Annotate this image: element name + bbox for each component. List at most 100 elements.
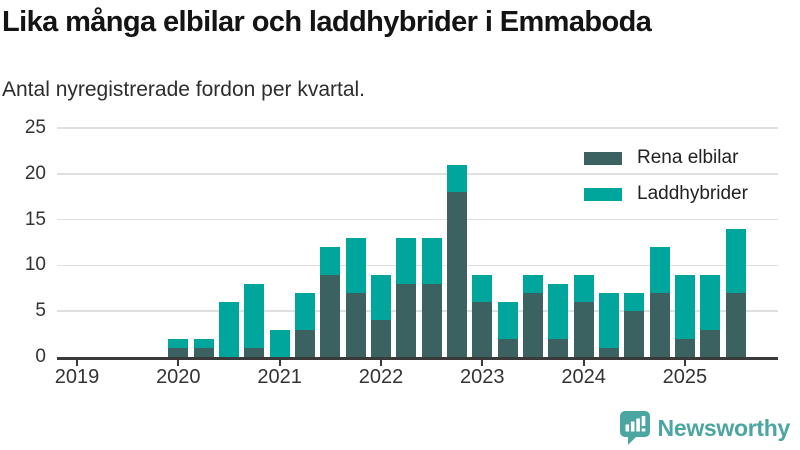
bar-segment-laddhybrider: [522, 274, 543, 293]
bar-segment-rena-elbilar: [320, 274, 341, 357]
x-axis-tick: [278, 360, 281, 366]
plot-area: [57, 127, 778, 357]
chart-subtitle: Antal nyregistrerade fordon per kvartal.: [2, 78, 366, 101]
y-axis-tick-label: 5: [35, 300, 46, 322]
bar-2024-q2: [598, 292, 619, 357]
x-axis-tick: [582, 360, 585, 366]
bar-segment-laddhybrider: [345, 237, 366, 293]
bar-segment-rena-elbilar: [725, 292, 746, 357]
bar-segment-rena-elbilar: [522, 292, 543, 357]
gridline: [57, 173, 778, 175]
y-axis-tick-label: 20: [24, 162, 46, 184]
x-axis-tick-label: 2024: [561, 366, 606, 388]
x-axis-tick-label: 2019: [54, 366, 100, 388]
bar-2020-q3: [218, 302, 239, 357]
bar-segment-rena-elbilar: [649, 292, 670, 357]
bar-segment-laddhybrider: [396, 237, 417, 284]
bar-segment-rena-elbilar: [573, 302, 594, 357]
x-axis-tick-label: 2020: [156, 366, 201, 388]
bar-segment-laddhybrider: [472, 274, 493, 303]
bar-2023-q3: [522, 274, 543, 357]
bar-segment-laddhybrider: [269, 329, 290, 357]
gridline: [57, 264, 778, 267]
bar-2022-q3: [421, 237, 442, 357]
bar-segment-rena-elbilar: [497, 338, 518, 357]
bar-2023-q4: [548, 283, 569, 357]
bar-segment-rena-elbilar: [624, 311, 645, 357]
bar-2021-q4: [345, 237, 366, 357]
bar-segment-laddhybrider: [649, 247, 670, 293]
bar-segment-laddhybrider: [193, 338, 214, 348]
bar-2025-q3: [725, 228, 746, 357]
gridline: [57, 127, 778, 129]
bar-2022-q2: [396, 237, 417, 357]
bar-segment-rena-elbilar: [674, 338, 695, 357]
bar-2024-q3: [624, 292, 645, 357]
legend-swatch: [584, 187, 622, 201]
bar-segment-laddhybrider: [168, 338, 189, 348]
bar-segment-rena-elbilar: [548, 338, 569, 357]
y-axis-tick-label: 10: [24, 254, 46, 276]
x-axis-tick-label: 2023: [460, 366, 505, 388]
bar-2024-q1: [573, 274, 594, 357]
bar-2020-q4: [244, 283, 265, 357]
y-axis-tick-label: 0: [35, 346, 46, 367]
bar-segment-rena-elbilar: [472, 302, 493, 357]
bar-2025-q2: [700, 274, 721, 357]
bar-segment-laddhybrider: [446, 164, 467, 193]
x-axis-tick-label: 2021: [257, 366, 302, 388]
bar-2021-q3: [320, 247, 341, 357]
bar-segment-rena-elbilar: [396, 283, 417, 357]
bar-segment-laddhybrider: [218, 302, 239, 357]
bar-segment-laddhybrider: [624, 292, 645, 312]
x-axis-tick: [177, 360, 180, 366]
bar-segment-rena-elbilar: [345, 292, 366, 357]
bar-2020-q1: [168, 338, 189, 357]
y-axis-tick-label: 15: [24, 208, 46, 230]
bar-segment-laddhybrider: [320, 247, 341, 275]
bar-2023-q1: [472, 274, 493, 357]
bar-chart-speech-bubble-icon: [619, 411, 650, 445]
gridline: [57, 310, 778, 312]
bar-segment-rena-elbilar: [193, 347, 214, 357]
bar-segment-laddhybrider: [548, 283, 569, 339]
x-axis-tick: [379, 360, 382, 366]
legend-label: Laddhybrider: [637, 183, 748, 204]
bar-2025-q1: [674, 274, 695, 357]
chart-title: Lika många elbilar och laddhybrider i Em…: [2, 6, 652, 38]
bar-2021-q1: [269, 329, 290, 357]
bar-segment-rena-elbilar: [446, 192, 467, 357]
bar-2021-q2: [294, 292, 315, 357]
newsworthy-logo: Newsworthy: [619, 411, 791, 445]
bar-2024-q4: [649, 247, 670, 357]
bar-2020-q2: [193, 338, 214, 357]
bar-segment-rena-elbilar: [370, 320, 391, 357]
bar-segment-laddhybrider: [598, 292, 619, 348]
x-axis-tick-label: 2022: [358, 366, 404, 388]
legend-item: Laddhybrider: [584, 183, 748, 205]
bar-segment-rena-elbilar: [294, 329, 315, 357]
brand-name: Newsworthy: [657, 414, 791, 441]
bar-segment-rena-elbilar: [168, 347, 189, 357]
bar-2022-q4: [446, 164, 467, 357]
bar-segment-laddhybrider: [370, 274, 391, 321]
bar-segment-rena-elbilar: [421, 283, 442, 357]
x-axis-line: [57, 357, 778, 360]
legend-label: Rena elbilar: [637, 147, 739, 168]
x-axis-tick: [76, 360, 78, 366]
bar-segment-laddhybrider: [244, 283, 265, 348]
bar-segment-rena-elbilar: [700, 329, 721, 357]
x-axis-tick-label: 2025: [662, 366, 708, 388]
bar-segment-laddhybrider: [294, 292, 315, 330]
legend-swatch: [584, 151, 622, 165]
legend-item: Rena elbilar: [584, 147, 748, 169]
bar-segment-laddhybrider: [725, 228, 746, 293]
bar-2022-q1: [370, 274, 391, 357]
gridline: [57, 218, 778, 221]
bar-segment-laddhybrider: [497, 302, 518, 339]
chart-legend: Rena elbilar Laddhybrider: [584, 147, 748, 205]
bar-segment-laddhybrider: [700, 274, 721, 330]
bar-2023-q2: [497, 302, 518, 357]
bar-segment-rena-elbilar: [244, 347, 265, 357]
